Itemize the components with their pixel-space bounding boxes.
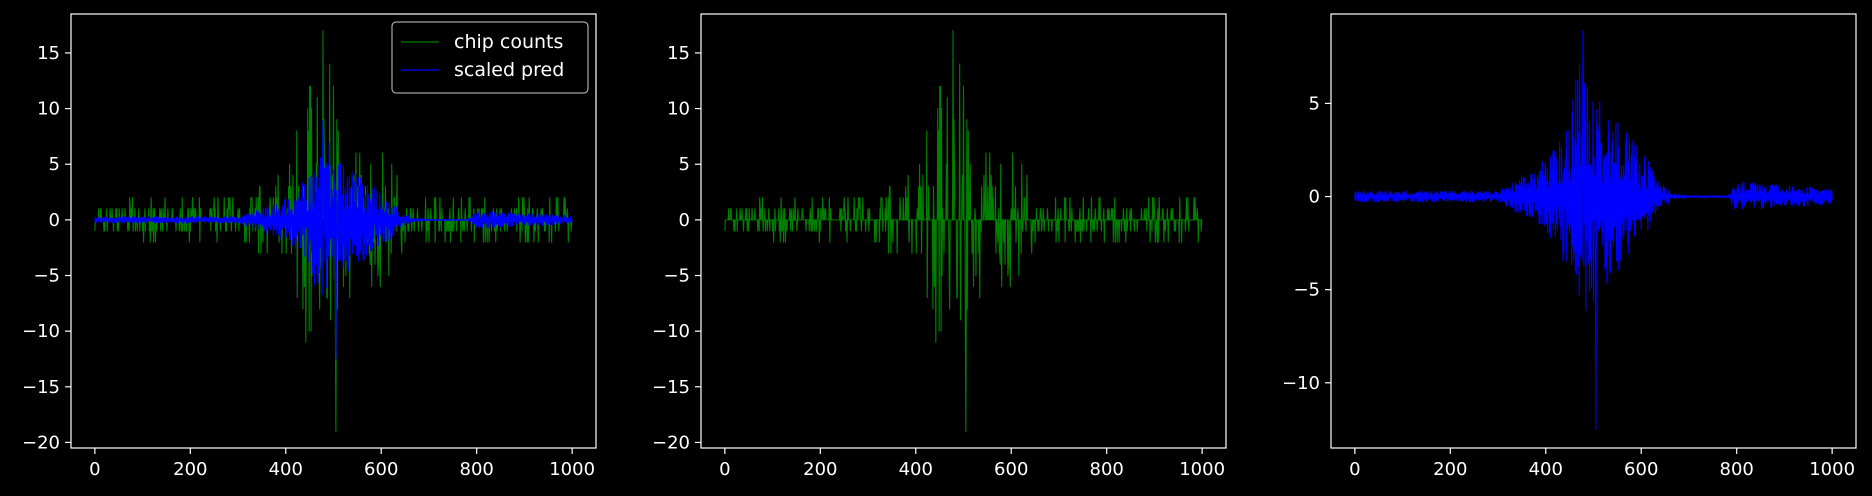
y-tick-label: −20 bbox=[652, 432, 690, 453]
x-tick-label: 1000 bbox=[1809, 459, 1855, 480]
x-tick-label: 200 bbox=[803, 459, 837, 480]
series-line-counts bbox=[724, 30, 1203, 432]
y-tick-label: −5 bbox=[663, 266, 690, 287]
plot-area bbox=[724, 30, 1203, 432]
y-tick-label: 5 bbox=[679, 154, 690, 175]
x-tick-label: 0 bbox=[89, 459, 100, 480]
x-tick-label: 1000 bbox=[549, 459, 595, 480]
y-tick-label: 10 bbox=[667, 99, 690, 120]
x-tick-label: 600 bbox=[1624, 459, 1658, 480]
axes-frame bbox=[1330, 13, 1857, 449]
y-tick-label: −10 bbox=[652, 321, 690, 342]
y-tick-label: 0 bbox=[1309, 187, 1320, 208]
y-tick-label: 10 bbox=[37, 99, 60, 120]
x-tick-label: 0 bbox=[719, 459, 730, 480]
y-tick-label: 0 bbox=[679, 210, 690, 231]
x-tick-label: 800 bbox=[1720, 459, 1754, 480]
x-tick-label: 600 bbox=[994, 459, 1028, 480]
x-tick-label: 400 bbox=[1529, 459, 1563, 480]
x-tick-label: 600 bbox=[364, 459, 398, 480]
y-tick-label: −5 bbox=[33, 266, 60, 287]
x-tick-label: 800 bbox=[460, 459, 494, 480]
legend-label: chip counts bbox=[454, 31, 563, 53]
axes-frame bbox=[700, 13, 1227, 449]
y-tick-label: −15 bbox=[652, 377, 690, 398]
chart-panel-3: 0 200 400 600 800 1000 −10 −5 0 5 bbox=[1282, 13, 1857, 480]
x-tick-label: 200 bbox=[173, 459, 207, 480]
legend-box bbox=[391, 21, 589, 94]
x-tick-label: 1000 bbox=[1179, 459, 1225, 480]
y-tick-label: 15 bbox=[37, 43, 60, 64]
y-tick-label: 5 bbox=[49, 154, 60, 175]
y-tick-label: −5 bbox=[1293, 280, 1320, 301]
y-tick-label: −10 bbox=[1282, 373, 1320, 394]
series-line-pred bbox=[1354, 30, 1833, 430]
chart-panel-1: 0 200 400 600 800 1000 −20 −15 −10 −5 0 5 10 15 chip c… bbox=[22, 13, 597, 480]
x-tick-label: 0 bbox=[1349, 459, 1360, 480]
y-tick-label: 15 bbox=[667, 43, 690, 64]
y-tick-label: −20 bbox=[22, 432, 60, 453]
x-tick-label: 800 bbox=[1090, 459, 1124, 480]
series-line-scaled-pred bbox=[94, 120, 573, 360]
y-tick-label: 5 bbox=[1309, 93, 1320, 114]
plot-area bbox=[94, 30, 573, 432]
plot-area bbox=[1354, 30, 1833, 430]
y-tick-label: 0 bbox=[49, 210, 60, 231]
x-tick-label: 200 bbox=[1433, 459, 1467, 480]
chart-panel-2: 0 200 400 600 800 1000 −20 −15 −10 −5 0 5 10 15 bbox=[652, 13, 1227, 480]
legend-label: scaled pred bbox=[454, 59, 564, 81]
legend: chip counts scaled pred bbox=[391, 21, 589, 94]
x-tick-label: 400 bbox=[899, 459, 933, 480]
x-tick-label: 400 bbox=[269, 459, 303, 480]
y-tick-label: −15 bbox=[22, 377, 60, 398]
axes-frame bbox=[70, 13, 597, 449]
y-tick-label: −10 bbox=[22, 321, 60, 342]
